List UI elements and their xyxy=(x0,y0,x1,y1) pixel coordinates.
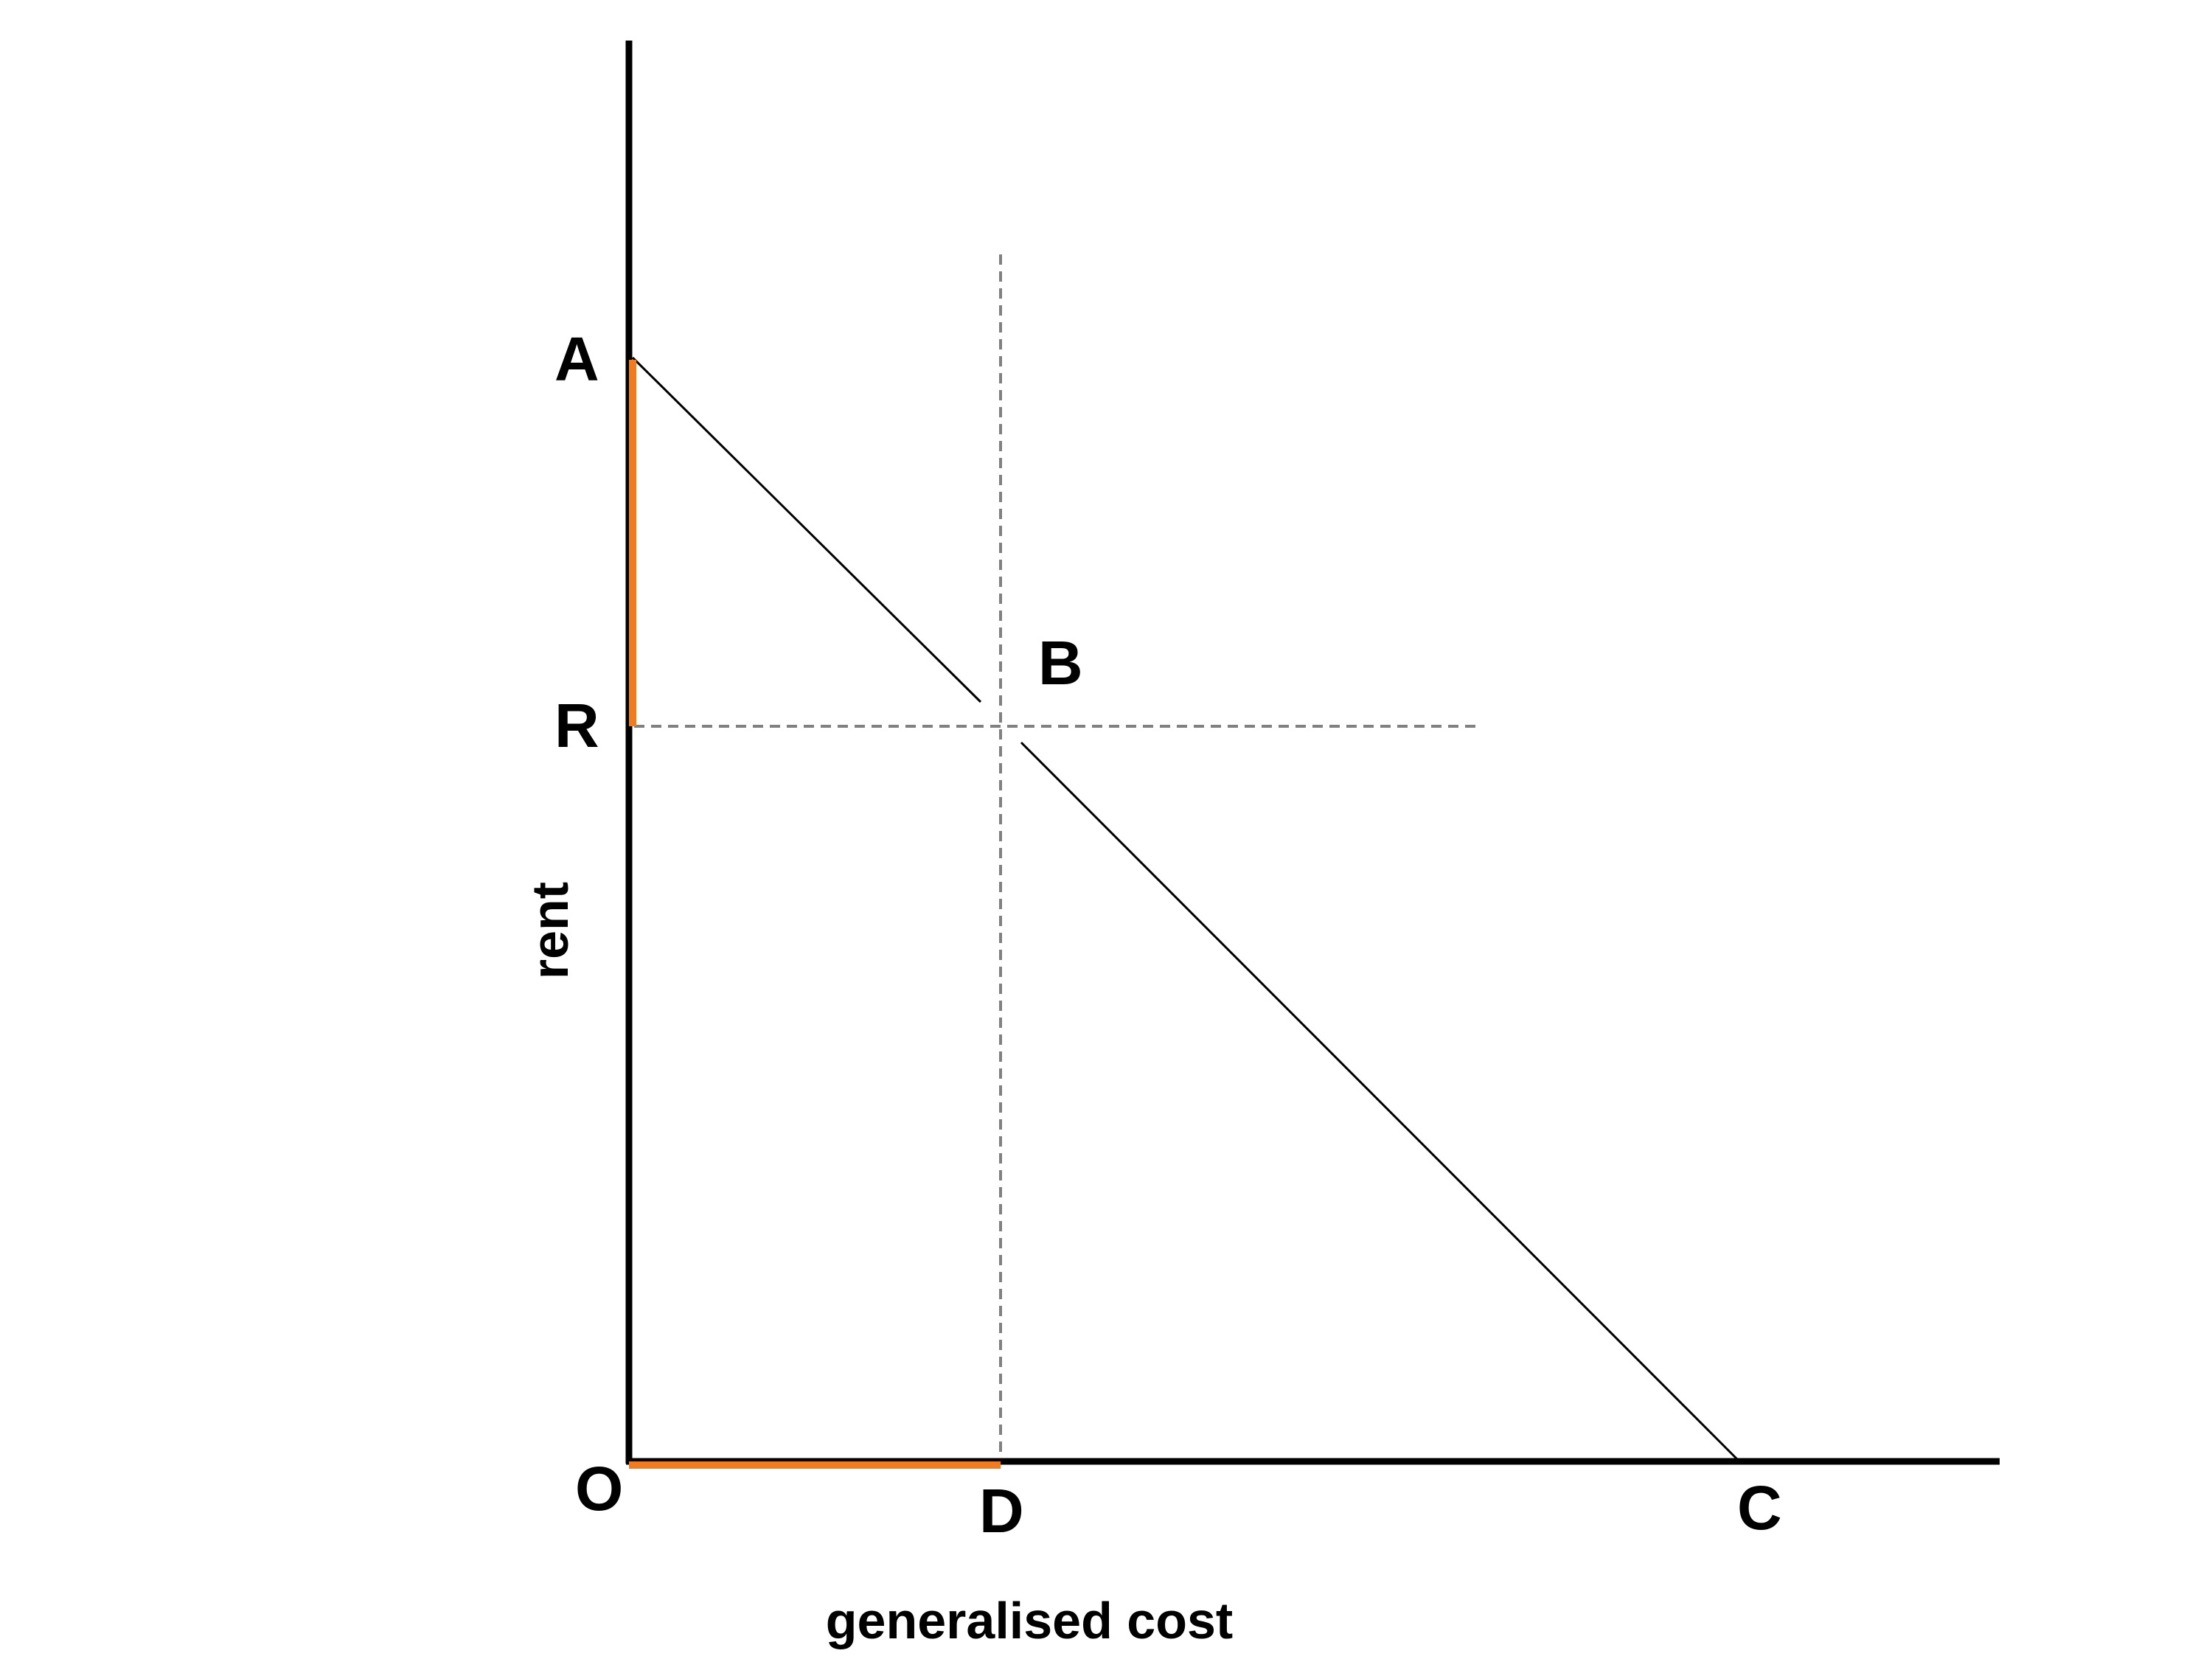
point-label-d: D xyxy=(979,1476,1024,1545)
rent-gradient-line-lower xyxy=(1020,741,1740,1462)
point-label-c: C xyxy=(1737,1473,1782,1543)
x-axis-title: generalised cost xyxy=(826,1592,1233,1649)
point-label-r: R xyxy=(554,691,599,760)
point-label-a: A xyxy=(554,324,599,394)
point-label-o: O xyxy=(575,1454,623,1523)
y-axis-title: rent xyxy=(521,882,579,979)
point-label-b: B xyxy=(1038,628,1083,698)
rent-gradient-line-upper xyxy=(631,356,982,703)
